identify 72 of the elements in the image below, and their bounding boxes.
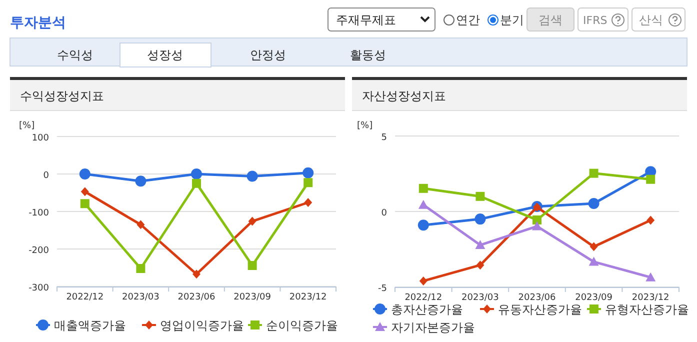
legend-label: 순이익증가율 [266, 318, 338, 332]
point [476, 192, 485, 201]
point [589, 168, 598, 178]
legend-label: 영업이익증가율 [160, 318, 244, 332]
y-tick-label: -5 [378, 284, 387, 294]
point [475, 240, 486, 250]
text: 투자분석 [10, 15, 66, 31]
text: 산식 [639, 13, 663, 27]
point [418, 200, 428, 209]
point [590, 242, 598, 252]
point [474, 214, 486, 225]
point [246, 170, 258, 182]
text: 안정성 [250, 48, 286, 62]
text: 연간 [456, 13, 480, 27]
point [304, 198, 312, 207]
point [419, 276, 428, 286]
y-axis-title: [%] [19, 121, 35, 131]
text: IFRS [583, 14, 608, 27]
y-tick-label: -100 [28, 208, 50, 218]
legend-label: 매출액증가율 [54, 318, 126, 332]
legend-label: 유동자산증가율 [498, 302, 582, 316]
y-tick-label: 0 [381, 208, 388, 218]
text: 활동성 [350, 48, 386, 62]
point [588, 198, 600, 209]
y-tick-label: 0 [43, 171, 50, 181]
text: 분기 [500, 13, 524, 27]
point [646, 216, 655, 225]
point [646, 272, 656, 282]
y-tick-label: -300 [28, 284, 50, 294]
x-tick-label: 2023/12 [632, 293, 670, 303]
point [302, 167, 314, 178]
chart-title: 수익성장성지표 [20, 89, 104, 103]
x-tick-label: 2022/12 [404, 293, 442, 303]
x-tick-label: 2023/09 [575, 293, 613, 303]
y-tick-label: 5 [381, 133, 387, 143]
legend-label: 총자산증가율 [391, 302, 463, 316]
point [476, 260, 484, 270]
x-tick-label: 2023/09 [234, 292, 272, 302]
point [192, 270, 200, 279]
point [248, 216, 256, 226]
text: 수익성 [57, 48, 93, 62]
text: 검색 [538, 13, 562, 27]
point [532, 215, 542, 224]
point [135, 176, 146, 187]
text: 성장성 [147, 48, 183, 62]
x-tick-label: 2023/06 [518, 293, 556, 303]
point [136, 264, 146, 273]
y-tick-label: 100 [32, 134, 50, 144]
point [532, 221, 542, 230]
x-tick-label: 2023/06 [178, 292, 216, 302]
x-tick-label: 2022/12 [66, 292, 104, 302]
legend-label: 자기자본증가율 [391, 320, 475, 334]
legend-label: 유형자산증가율 [605, 302, 689, 316]
point [136, 220, 145, 230]
x-tick-label: 2023/12 [289, 292, 327, 302]
point [192, 178, 201, 188]
point [418, 220, 429, 231]
point [79, 168, 90, 180]
point [304, 178, 313, 188]
text: 주재무제표 [336, 13, 396, 27]
point [191, 168, 202, 180]
point [418, 184, 428, 193]
y-tick-label: -200 [28, 246, 50, 256]
x-tick-label: 2023/03 [122, 292, 160, 302]
chart-title: 자산성장성지표 [362, 89, 446, 103]
point [80, 187, 89, 196]
point [646, 174, 656, 184]
point [80, 199, 90, 208]
point [588, 256, 599, 266]
y-axis-title: [%] [357, 121, 373, 131]
x-tick-label: 2023/03 [462, 293, 499, 303]
point [248, 261, 257, 270]
